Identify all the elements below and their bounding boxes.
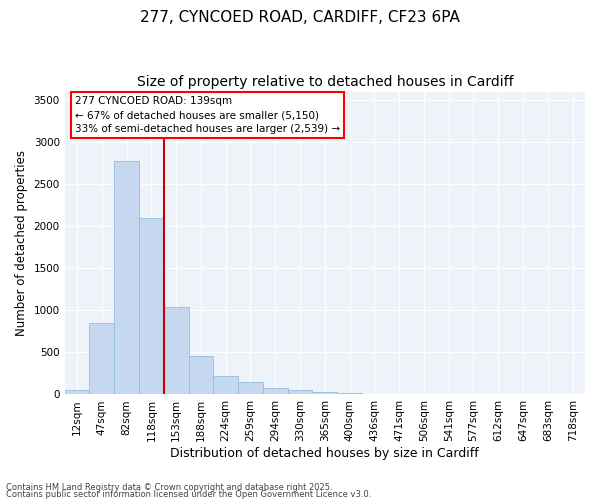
X-axis label: Distribution of detached houses by size in Cardiff: Distribution of detached houses by size … <box>170 447 479 460</box>
Bar <box>114 160 139 394</box>
Bar <box>188 356 214 395</box>
Bar <box>313 392 337 394</box>
Text: 277 CYNCOED ROAD: 139sqm
← 67% of detached houses are smaller (5,150)
33% of sem: 277 CYNCOED ROAD: 139sqm ← 67% of detach… <box>75 96 340 134</box>
Text: Contains public sector information licensed under the Open Government Licence v3: Contains public sector information licen… <box>6 490 371 499</box>
Bar <box>337 393 362 394</box>
Bar <box>287 390 313 394</box>
Bar <box>164 307 188 394</box>
Bar <box>214 376 238 394</box>
Bar <box>238 382 263 394</box>
Y-axis label: Number of detached properties: Number of detached properties <box>15 150 28 336</box>
Text: 277, CYNCOED ROAD, CARDIFF, CF23 6PA: 277, CYNCOED ROAD, CARDIFF, CF23 6PA <box>140 10 460 25</box>
Text: Contains HM Land Registry data © Crown copyright and database right 2025.: Contains HM Land Registry data © Crown c… <box>6 484 332 492</box>
Bar <box>263 388 287 394</box>
Bar <box>65 390 89 394</box>
Title: Size of property relative to detached houses in Cardiff: Size of property relative to detached ho… <box>137 75 513 89</box>
Bar <box>89 322 114 394</box>
Bar <box>139 218 164 394</box>
